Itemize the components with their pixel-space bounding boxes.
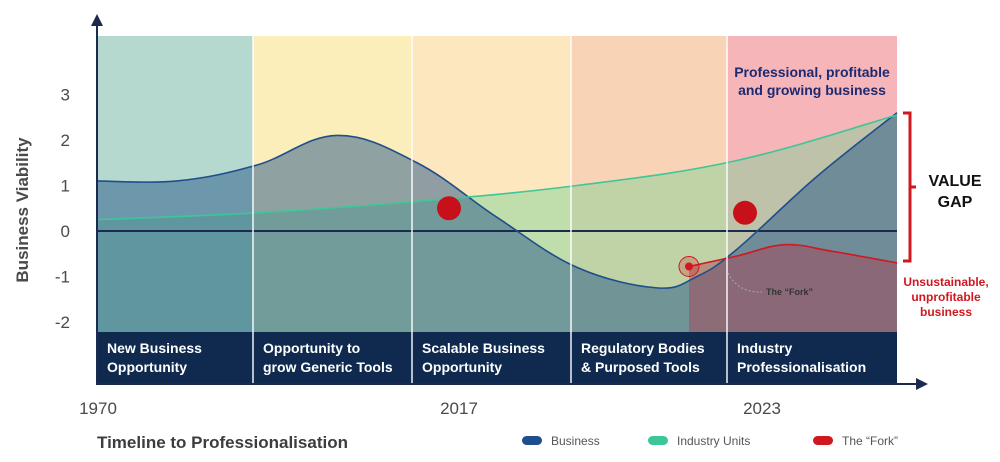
phase-label: grow Generic Tools <box>263 359 393 375</box>
phase-label-strip: New Business Opportunity Opportunity to gro… <box>97 36 897 384</box>
phase-label: Professionalisation <box>737 359 866 375</box>
series-line <box>688 243 898 268</box>
legend-label-fork: The “Fork” <box>842 434 898 448</box>
phase-label: Scalable Business <box>422 340 545 356</box>
phase-label: Opportunity to <box>263 340 360 356</box>
annotation-unsustainable: business <box>920 305 972 319</box>
annotation-professional: Professional, profitable <box>734 64 890 80</box>
red-marker <box>437 196 461 221</box>
fork-marker <box>685 262 693 271</box>
legend-swatch-business <box>522 436 542 445</box>
red-marker <box>733 200 757 225</box>
y-axis-title: Business Viability <box>13 137 32 283</box>
y-tick-label: 3 <box>61 86 70 105</box>
legend-swatch-fork <box>813 436 833 445</box>
series-line <box>96 114 898 221</box>
phase-label: & Purposed Tools <box>581 359 700 375</box>
annotation-professional: and growing business <box>738 82 886 98</box>
y-tick-label: 0 <box>61 222 70 241</box>
phase-strip-bg <box>97 332 897 384</box>
axes <box>91 14 928 390</box>
y-tick-label: -1 <box>55 268 70 287</box>
x-axis-title: Timeline to Professionalisation <box>97 433 348 452</box>
x-axis-arrow-icon <box>916 378 928 390</box>
y-tick-label: 2 <box>61 131 70 150</box>
x-tick-labels: 1970 2017 2023 <box>79 399 781 418</box>
fork-area <box>689 244 897 332</box>
legend-label-business: Business <box>551 434 600 448</box>
x-tick-label: 1970 <box>79 399 117 418</box>
value-gap-label: VALUE <box>928 173 981 190</box>
phase-label: Opportunity <box>107 359 187 375</box>
phase-label: Regulatory Bodies <box>581 340 705 356</box>
legend-label-industry: Industry Units <box>677 434 750 448</box>
phase-label: Opportunity <box>422 359 502 375</box>
annotation-unsustainable: Unsustainable, <box>903 275 988 289</box>
value-gap-label: GAP <box>938 194 973 211</box>
legend-swatch-industry <box>648 436 668 445</box>
x-tick-label: 2017 <box>440 399 478 418</box>
y-tick-labels: 3 2 1 0 -1 -2 <box>55 86 70 333</box>
legend: Business Industry Units The “Fork” <box>522 434 898 448</box>
chart-markers <box>437 196 757 277</box>
annotation-unsustainable: unprofitable <box>911 290 981 304</box>
value-gap-bracket <box>903 111 912 263</box>
y-tick-label: 1 <box>61 177 70 196</box>
phase-label: New Business <box>107 340 202 356</box>
y-tick-label: -2 <box>55 313 70 332</box>
fork-leader-line <box>727 272 763 293</box>
y-axis-arrow-icon <box>91 14 103 26</box>
x-tick-label: 2023 <box>743 399 781 418</box>
phase-label: Industry <box>737 340 792 356</box>
fork-label: The “Fork” <box>766 287 813 297</box>
